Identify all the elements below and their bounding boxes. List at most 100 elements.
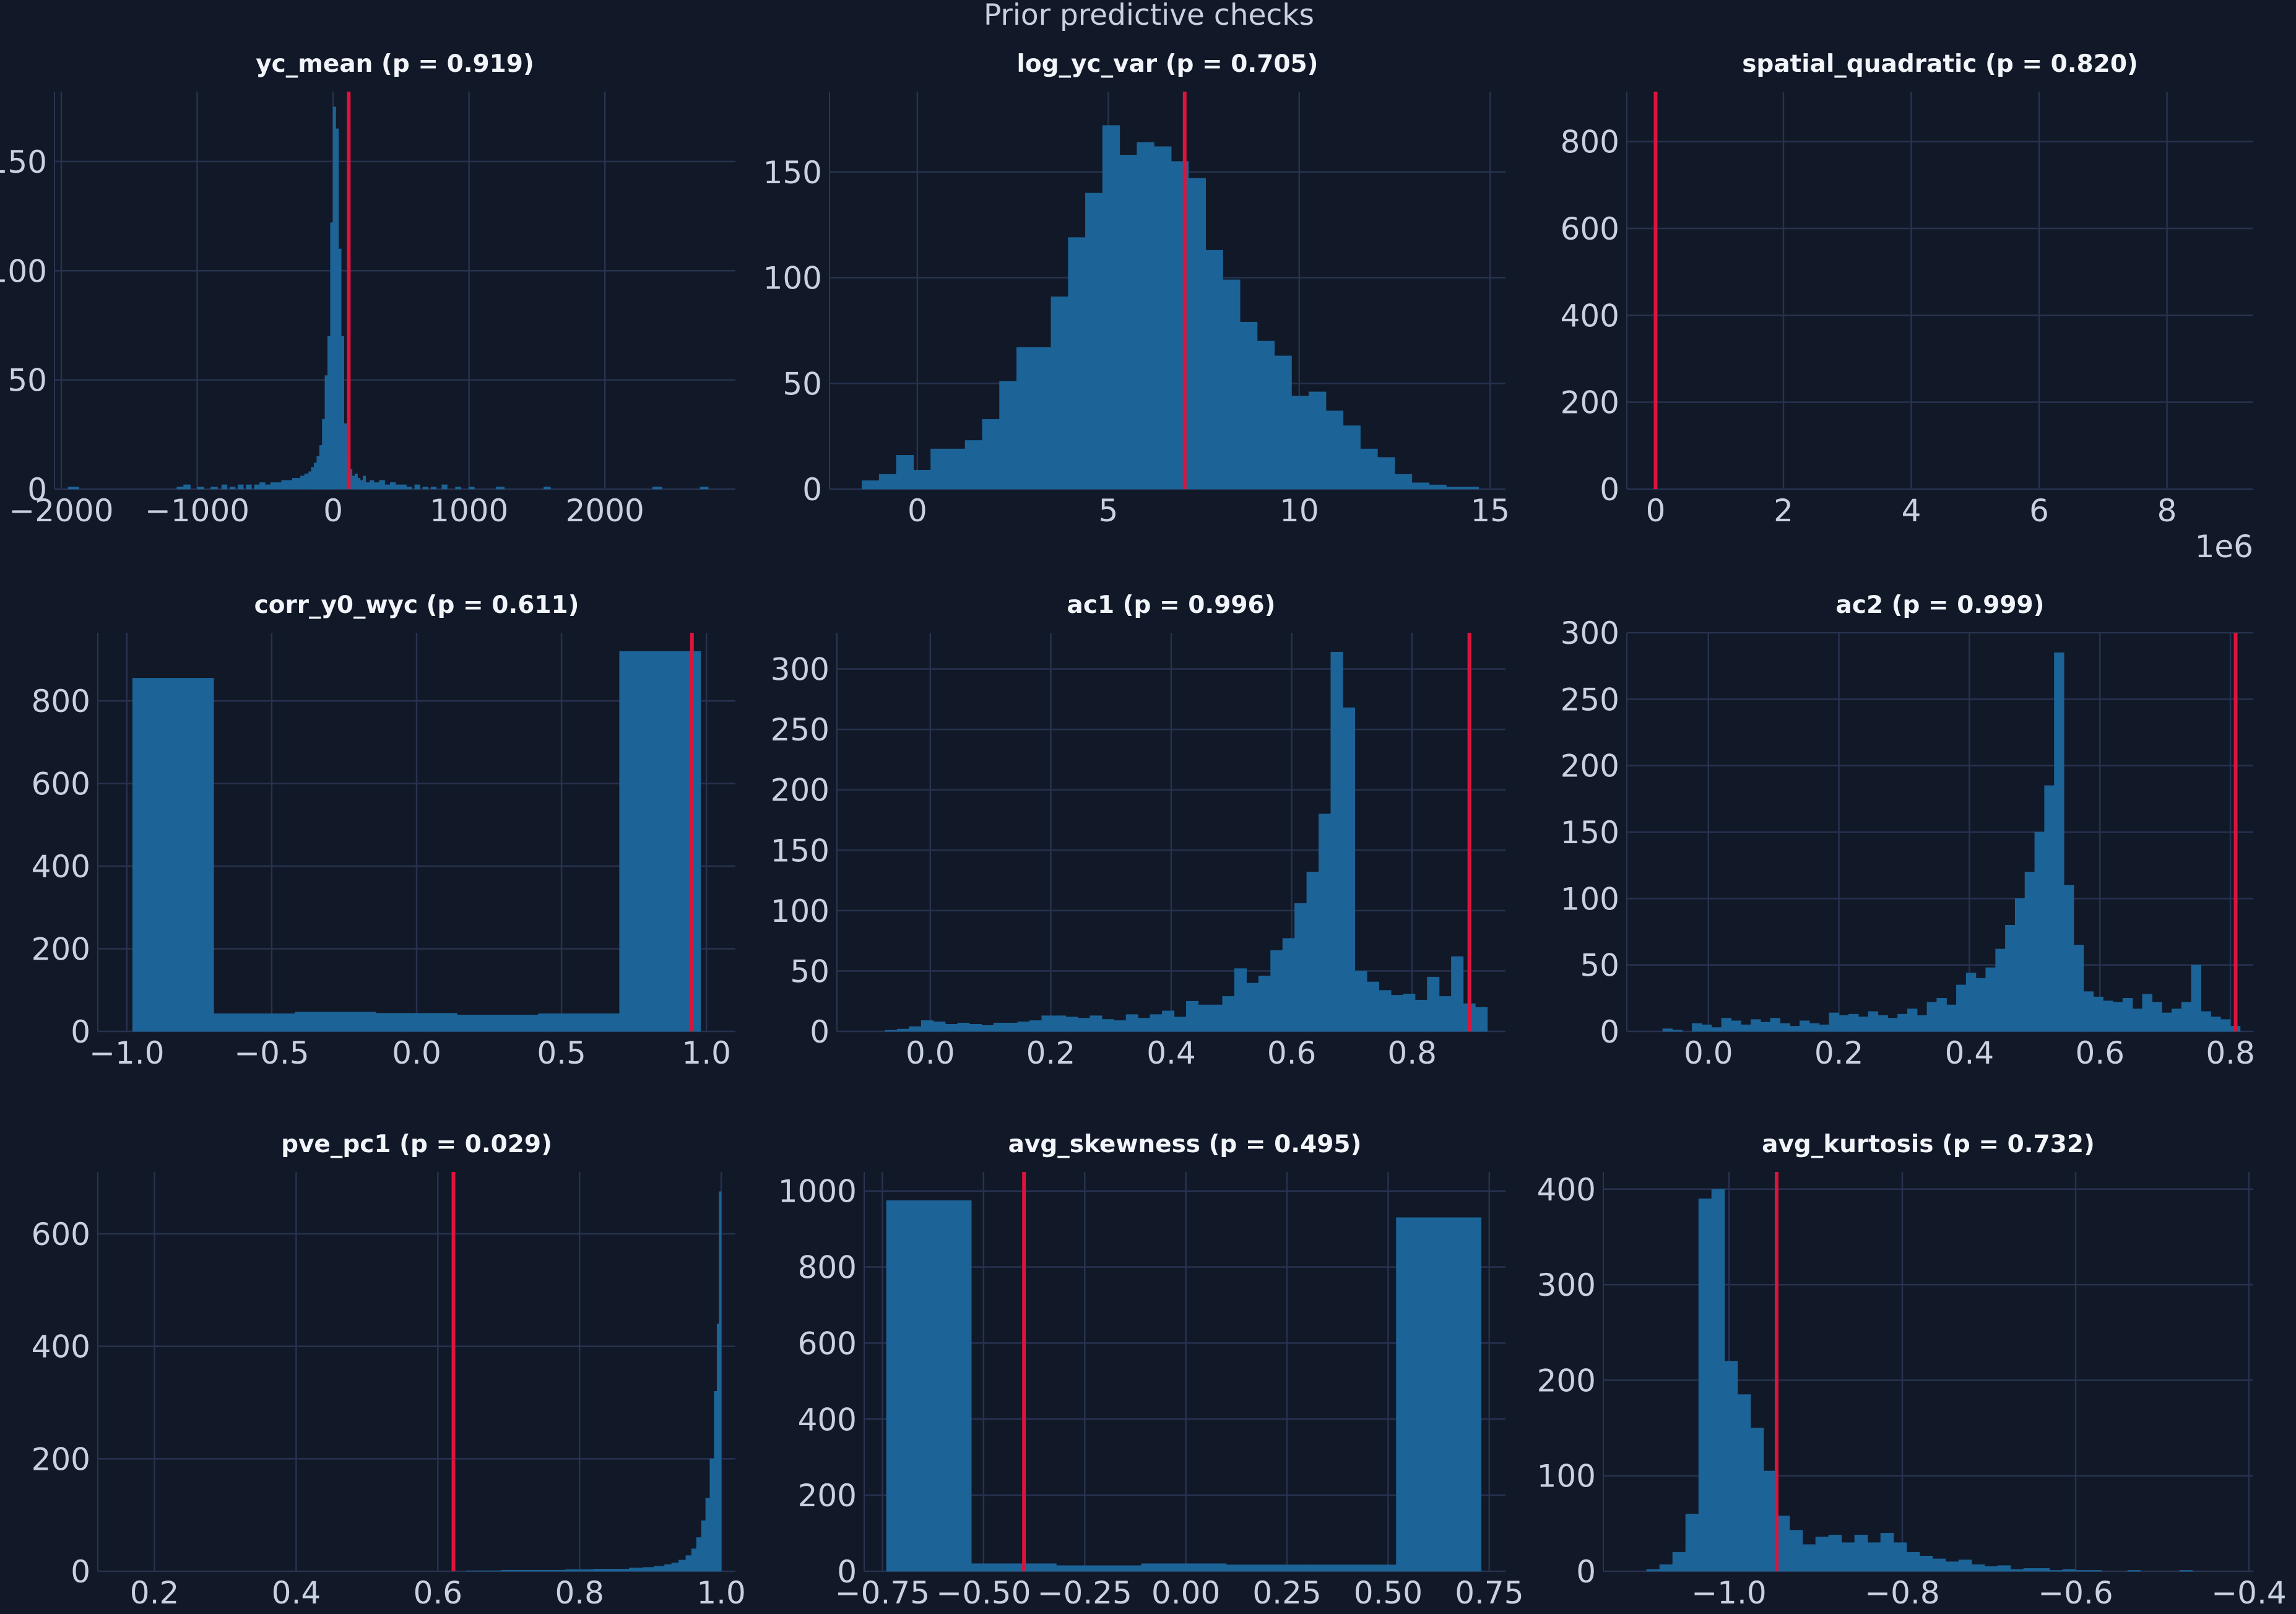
histogram-bar [2023,1568,2037,1572]
x-tick-label: −2000 [9,493,113,529]
y-tick-label: 0 [810,1014,830,1050]
histogram-bar [1029,1020,1042,1032]
histogram-bar [1411,482,1429,490]
histogram-bar [1119,155,1137,490]
x-tick-label: 10 [1280,493,1319,529]
histogram-bar [1330,651,1343,1032]
histogram-bar [1390,995,1403,1032]
histogram-bar [933,1022,946,1032]
panel-title: corr_y0_wyc (p = 0.611) [254,591,579,619]
histogram-bar [401,484,407,490]
histogram-bar [700,487,709,490]
x-tick-label: 2 [1774,493,1793,529]
histogram-bar [2113,1002,2123,1032]
y-tick-label: 400 [32,1329,90,1365]
histogram-bar [696,1537,702,1572]
histogram-bar [1985,967,1996,1032]
histogram-bar [2179,1570,2193,1572]
histogram-bar [1205,249,1223,490]
histogram-bar [1906,1551,1920,1572]
histogram-bar [947,448,966,490]
histogram-bar [1737,1394,1751,1572]
histogram-bar [1366,981,1379,1032]
y-tick-label: 200 [1561,748,1619,784]
y-tick-label: 50 [7,363,47,399]
panel-avg_skewness: avg_skewness (p = 0.495) −0.75 −0.50 −0.25 0… [778,1130,1524,1611]
histogram-bar [1867,1542,1881,1572]
histogram-bar [1848,1013,1859,1032]
histogram-bar [2005,924,2016,1032]
histogram-bar [2152,1002,2162,1032]
histogram-bar [685,1555,692,1572]
histogram-bar [2083,991,2094,1032]
x-tick-label: −0.25 [1038,1575,1132,1611]
x-tick-label: 0.75 [1455,1575,1523,1611]
histogram-bar [1125,1014,1138,1032]
histogram-bar [1907,1009,1918,1032]
histogram-bar [406,487,412,490]
histogram-bar [379,480,385,490]
histogram-bar [1971,1564,1985,1572]
histogram-bar [304,474,309,490]
histogram-bar [2171,1009,2182,1032]
x-tick-label: −1.0 [89,1035,164,1071]
histogram-bar [314,462,318,490]
histogram-bar [1463,487,1479,490]
histogram-bar [537,1569,566,1572]
histogram-bar [1451,956,1464,1032]
histogram-bar [1878,1015,1888,1032]
histogram-bar [384,484,391,490]
panel-spatial_quadratic: spatial_quadratic (p = 0.820) 0 2 4 6 8 0 200 40… [1561,50,2253,565]
histogram-bar [1162,1010,1175,1032]
x-tick-label: 0 [323,493,343,529]
histogram-bar [1065,1017,1078,1032]
x-tick-label: 1.0 [696,1575,746,1611]
histogram-bar [1342,707,1356,1032]
histogram-bar [1325,410,1344,490]
x-tick-label: −1000 [145,493,249,529]
histogram-bar [390,482,396,490]
y-tick-label: 0 [71,1554,90,1590]
histogram-bar [2075,1570,2089,1572]
histogram-bar [1102,125,1120,490]
histogram-bar [441,484,448,490]
histogram-bar [352,475,355,490]
histogram-bar [1053,1015,1067,1032]
y-tick-label: 0 [1576,1554,1596,1590]
histogram-bar [1257,341,1275,490]
histogram-bar [1414,999,1427,1032]
histogram-bar [1919,1556,1933,1572]
y-tick-label: 400 [1561,298,1619,334]
histogram-bar [1005,1023,1018,1032]
y-tick-label: 150 [763,155,822,191]
x-tick-label: 0.6 [2076,1035,2125,1071]
histogram-bar [2010,1569,2024,1572]
x-tick-label: 0.6 [1267,1035,1317,1071]
x-tick-label: 0.25 [1252,1575,1321,1611]
x-tick-label: 0.4 [272,1575,321,1611]
histogram-bar [1090,1015,1103,1032]
histogram-bar [2073,945,2084,1032]
panel-title: avg_skewness (p = 0.495) [1008,1130,1362,1158]
x-tick-label: 0.2 [1026,1035,1076,1071]
histogram-bar [1780,1023,1790,1032]
x-tick-label: −0.4 [2211,1575,2286,1611]
histogram-bar [357,478,361,490]
histogram-bar [1138,1018,1151,1032]
histogram-bar [2088,1570,2102,1572]
y-tick-label: 200 [32,932,90,968]
histogram-bar [1033,347,1052,490]
x-tick-label: −1.0 [1691,1575,1766,1611]
histogram-bar [1646,1569,1660,1572]
x-tick-label: 1000 [430,493,508,529]
histogram-bar [327,336,331,490]
x-axis-offset-label: 1e6 [2195,529,2253,565]
histogram-bar [1319,814,1332,1032]
histogram-bar [1926,1002,1938,1032]
histogram-bar [719,1191,722,1572]
histogram-bar [1741,1024,1751,1032]
x-tick-label: 0.6 [414,1575,463,1611]
histogram-bar [1101,1019,1114,1032]
x-tick-label: −0.6 [2038,1575,2113,1611]
